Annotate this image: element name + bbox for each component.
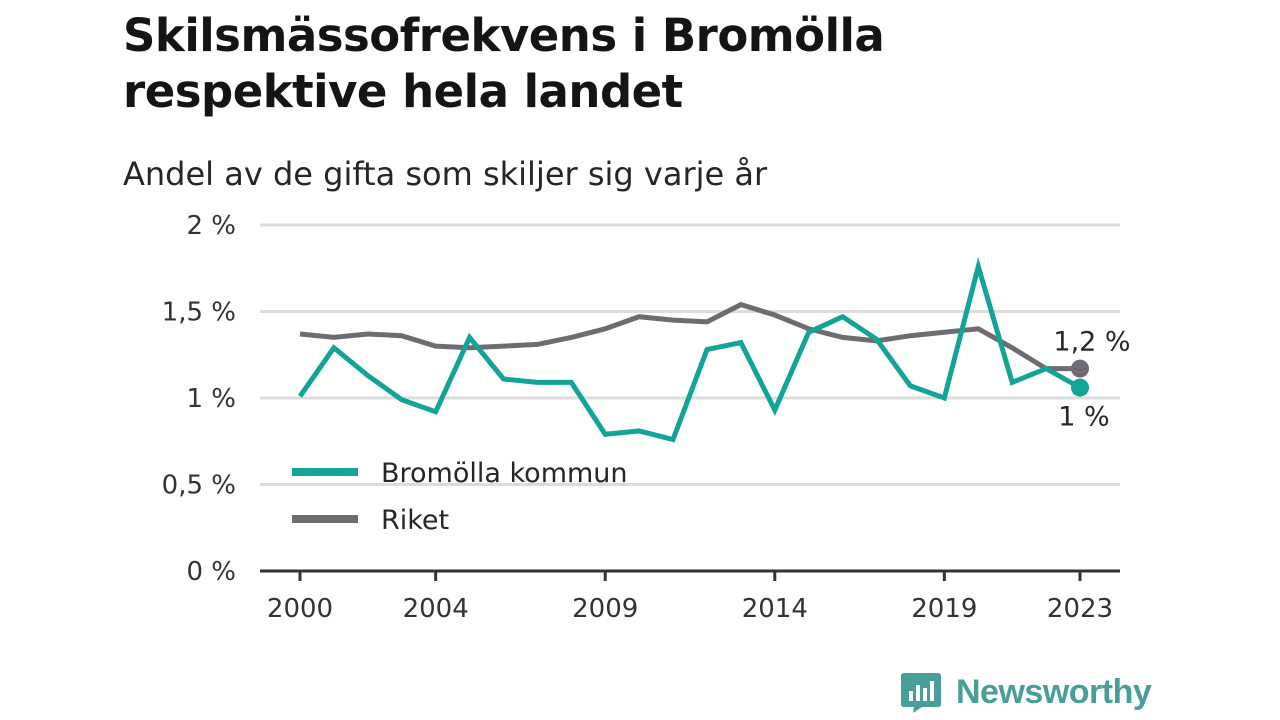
series-end-point [1071,378,1089,397]
brand-logo: Newsworthy [900,668,1152,716]
y-tick-label: 0 % [186,557,236,587]
end-labels: 1 % 1,2 % [1053,327,1130,433]
legend-swatch [292,468,358,476]
series-end-point [1071,359,1089,378]
x-tick-label: 2023 [1047,594,1113,624]
series-line [299,301,1080,372]
x-tick-label: 2000 [267,594,333,624]
x-axis [260,569,1120,581]
chart-title: Skilsmässofrekvens i Bromölla respektive… [123,9,885,118]
y-tick-label: 0,5 % [162,471,236,501]
x-tick-label: 2004 [403,594,469,624]
y-tick-label: 2 % [186,211,236,241]
series-end-label: 1 % [1058,402,1109,433]
legend: Bromölla kommun Riket [292,458,628,536]
chart-subtitle: Andel av de gifta som skiljer sig varje … [123,155,768,193]
x-tick-label: 2014 [742,594,808,624]
newsworthy-logo-icon [901,673,941,713]
y-axis-labels: 0 % 0,5 % 1 % 1,5 % 2 % [162,211,236,587]
legend-swatch [292,515,358,523]
y-tick-label: 1,5 % [162,298,236,328]
series-lines [297,257,1089,443]
grid-lines [260,223,1120,486]
x-axis-labels: 2000 2004 2009 2014 2019 2023 [267,594,1113,624]
legend-label: Bromölla kommun [381,458,628,489]
x-tick-label: 2009 [572,594,638,624]
series-end-label: 1,2 % [1053,327,1130,358]
y-tick-label: 1 % [186,384,236,414]
legend-label: Riket [381,505,449,536]
series-line [297,257,1082,443]
x-tick-label: 2019 [911,594,977,624]
brand-name: Newsworthy [956,672,1152,711]
